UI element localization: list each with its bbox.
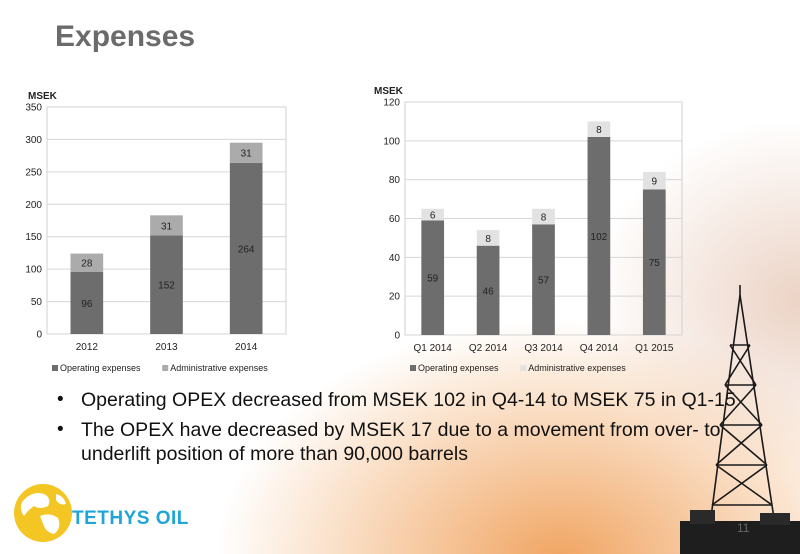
data-label: 57 (538, 276, 550, 287)
bar-segment (476, 245, 500, 335)
bullet-item: Operating OPEX decreased from MSEK 102 i… (55, 388, 775, 412)
y-tick-label: 300 (25, 135, 42, 146)
bar-segment (532, 208, 555, 225)
data-label: 6 (430, 211, 436, 222)
legend-label: Operating expenses (418, 363, 499, 373)
data-label: 264 (238, 244, 255, 255)
data-label: 31 (161, 221, 173, 232)
data-label: 8 (541, 213, 547, 224)
bar-segment (476, 230, 500, 246)
legend-swatch (520, 365, 527, 371)
bar-segment (587, 136, 611, 335)
data-label: 59 (427, 274, 439, 285)
legend-label: Administrative expenses (528, 363, 626, 373)
data-label: 75 (649, 258, 661, 269)
y-tick-label: 20 (389, 292, 401, 303)
bar-segment (421, 220, 445, 335)
legend-label: Administrative expenses (170, 363, 268, 373)
data-label: 28 (81, 259, 93, 270)
bullet-item: The OPEX have decreased by MSEK 17 due t… (55, 418, 775, 466)
y-tick-label: 150 (25, 232, 42, 243)
data-label: 46 (483, 286, 495, 297)
y-tick-label: 40 (389, 253, 401, 264)
bar-segment (150, 215, 183, 236)
data-label: 31 (241, 149, 253, 160)
y-axis-label: MSEK (374, 86, 404, 97)
y-axis-label: MSEK (28, 91, 58, 102)
y-tick-label: 350 (25, 103, 42, 114)
y-tick-label: 250 (25, 167, 42, 178)
bar-segment (229, 142, 263, 163)
y-tick-label: 50 (31, 297, 43, 308)
x-tick-label: Q3 2014 (524, 343, 563, 354)
drilling-rig-image (680, 285, 800, 554)
x-tick-label: Q4 2014 (580, 343, 619, 354)
bar-segment (150, 235, 183, 334)
x-tick-label: Q1 2015 (635, 343, 674, 354)
x-tick-label: Q2 2014 (469, 343, 508, 354)
x-tick-label: 2012 (76, 342, 99, 353)
x-tick-label: 2013 (155, 342, 178, 353)
bar-segment (532, 224, 555, 335)
y-tick-label: 0 (36, 330, 42, 341)
y-tick-label: 200 (25, 200, 42, 211)
data-label: 96 (81, 299, 93, 310)
y-tick-label: 120 (383, 98, 400, 109)
y-tick-label: 0 (394, 331, 400, 342)
x-tick-label: 2014 (235, 342, 258, 353)
data-label: 9 (652, 177, 658, 188)
logo-text: TETHYS OIL (72, 508, 189, 529)
x-tick-label: Q1 2014 (414, 343, 453, 354)
bullet-list: Operating OPEX decreased from MSEK 102 i… (55, 388, 775, 472)
bar-segment (70, 271, 104, 334)
data-label: 152 (158, 281, 175, 292)
data-label: 8 (485, 234, 491, 245)
bar-segment (229, 162, 263, 334)
bar-segment (70, 253, 104, 272)
legend-swatch (52, 365, 58, 371)
y-tick-label: 100 (383, 136, 400, 147)
bar-segment (421, 208, 445, 221)
bar-segment (587, 121, 611, 137)
data-label: 102 (591, 232, 608, 243)
page-number: 11 (737, 521, 750, 535)
legend-swatch (410, 365, 416, 371)
bar-segment (642, 189, 666, 335)
y-tick-label: 100 (25, 265, 42, 276)
data-label: 8 (596, 125, 602, 136)
legend-label: Operating expenses (60, 363, 141, 373)
legend-swatch (162, 365, 169, 371)
page-title: Expenses (55, 20, 196, 53)
y-tick-label: 80 (389, 175, 401, 186)
bar-segment (642, 171, 666, 190)
tethys-oil-logo (14, 484, 72, 542)
y-tick-label: 60 (389, 214, 401, 225)
